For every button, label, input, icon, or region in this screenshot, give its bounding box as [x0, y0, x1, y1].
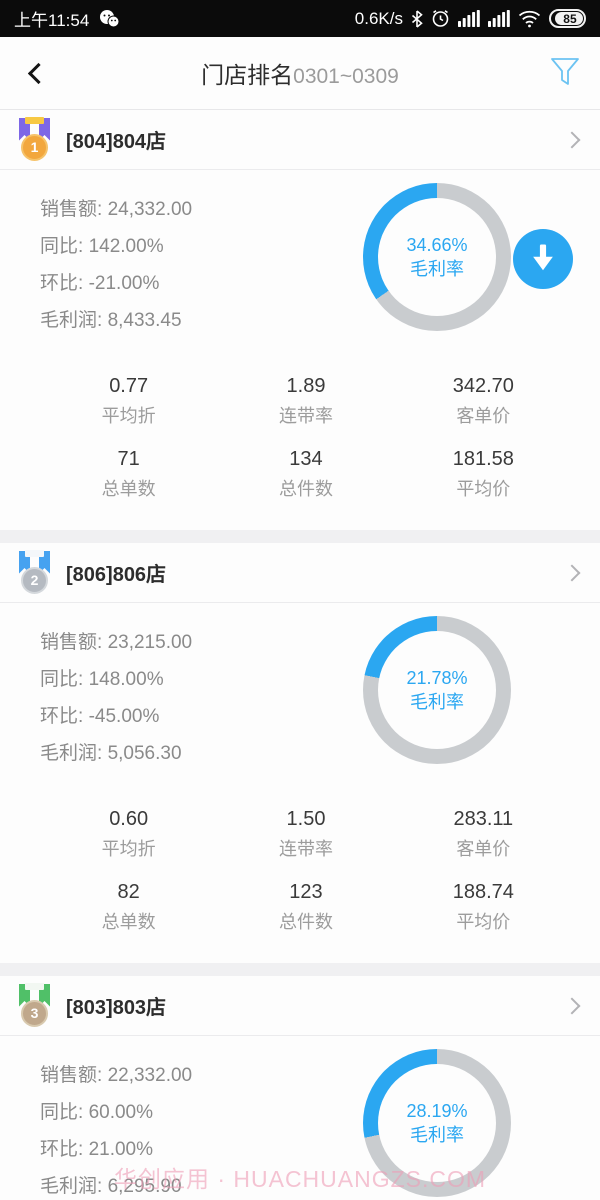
stats-grid: 0.77 平均折 1.89 连带率 342.70 客单价 71 总单数 134 总件数 1…	[0, 350, 600, 530]
row-chevron-icon[interactable]	[563, 131, 581, 148]
battery-fill	[554, 12, 583, 25]
stat-avg-ticket: 283.11 客单价	[453, 808, 514, 859]
medal-ribbon	[39, 117, 50, 141]
download-icon	[528, 242, 558, 277]
status-time: 上午11:54	[14, 11, 90, 30]
gross-margin-percent: 28.19%	[406, 1101, 468, 1121]
stats-grid: 0.60 平均折 1.50 连带率 283.11 客单价 82 总单数 123 总件数 1…	[0, 783, 600, 963]
stat-row: 0.60 平均折 1.50 连带率 283.11 客单价	[40, 803, 572, 864]
title-wrap: 门店排名0301~0309	[0, 56, 600, 90]
store-row-806[interactable]: 2 [806]806店	[0, 543, 600, 603]
back-icon	[27, 62, 49, 84]
info-line: 毛利润5,056.30	[40, 735, 192, 772]
row-chevron-icon[interactable]	[563, 564, 581, 581]
stat-row: 82 总单数 123 总件数 188.74 平均价	[40, 876, 572, 937]
store-name: [804]804店	[66, 131, 167, 153]
donut-center: 21.78% 毛利率	[378, 631, 496, 749]
stat-attach-rate: 1.89 连带率	[278, 375, 333, 426]
sales-info-list: 销售额23,215.00 同比148.00% 环比-45.00% 毛利润5,05…	[40, 624, 192, 772]
stat-row: 71 总单数 134 总件数 181.58 平均价	[40, 443, 572, 504]
card-body: 销售额23,215.00 同比148.00% 环比-45.00% 毛利润5,05…	[0, 603, 600, 783]
info-line: 环比-21.00%	[40, 265, 192, 302]
sales-info-list: 销售额24,332.00 同比142.00% 环比-21.00% 毛利润8,43…	[40, 191, 192, 339]
gross-margin-donut-chart: 21.78% 毛利率	[363, 616, 511, 764]
medal-ribbon	[19, 117, 30, 141]
store-row-804[interactable]: 1 [804]804店	[0, 110, 600, 170]
info-line: 销售额22,332.00	[40, 1057, 192, 1094]
gross-margin-label: 毛利率	[410, 259, 464, 279]
gross-margin-percent: 34.66%	[406, 235, 468, 255]
info-line: 环比-45.00%	[40, 698, 192, 735]
signal-icon	[458, 10, 480, 27]
medal-ribbon	[39, 983, 50, 1007]
wechat-icon	[98, 9, 120, 29]
rank-number: 1	[21, 133, 48, 161]
gross-margin-percent: 21.78%	[406, 668, 468, 688]
status-bar: 上午11:54 0.6K/s 85	[0, 0, 600, 37]
card-body: 销售额22,332.00 同比60.00% 环比21.00% 毛利润6,295.…	[0, 1036, 600, 1200]
info-line: 同比148.00%	[40, 661, 192, 698]
filter-icon	[550, 56, 580, 91]
stat-avg-price: 188.74 平均价	[452, 881, 514, 932]
donut-center: 34.66% 毛利率	[378, 198, 496, 316]
store-card-2: 2 [806]806店 销售额23,215.00 同比148.00% 环比-45…	[0, 543, 600, 963]
rank-number: 3	[21, 999, 48, 1027]
medal-ribbon	[19, 550, 30, 574]
battery-icon: 85	[549, 9, 586, 28]
info-line: 同比142.00%	[40, 228, 192, 265]
medal-ribbon-top	[25, 982, 44, 990]
back-button[interactable]	[20, 58, 50, 88]
download-button[interactable]	[513, 229, 573, 289]
medal-ribbon-top	[25, 116, 44, 124]
store-name: [806]806店	[66, 564, 167, 586]
info-line: 销售额24,332.00	[40, 191, 192, 228]
stat-avg-price: 181.58 平均价	[452, 448, 514, 499]
gross-margin-donut-chart: 34.66% 毛利率	[363, 183, 511, 331]
stat-total-orders: 82 总单数	[101, 881, 156, 932]
card-body: 销售额24,332.00 同比142.00% 环比-21.00% 毛利润8,43…	[0, 170, 600, 350]
stat-total-items: 123 总件数	[278, 881, 333, 932]
medal-ribbon	[39, 550, 50, 574]
info-line: 同比60.00%	[40, 1094, 192, 1131]
gross-margin-donut-chart: 28.19% 毛利率	[363, 1049, 511, 1197]
page-subtitle: 0301~0309	[293, 65, 399, 88]
medal-ribbon-top	[25, 549, 44, 557]
info-line: 环比21.00%	[40, 1131, 192, 1168]
store-card-3: 3 [803]803店 销售额22,332.00 同比60.00% 环比21.0…	[0, 976, 600, 1200]
battery-level: 85	[563, 11, 577, 26]
stat-avg-discount: 0.60 平均折	[101, 808, 156, 859]
app-header: 门店排名0301~0309	[0, 37, 600, 110]
stat-total-orders: 71 总单数	[101, 448, 156, 499]
stat-total-items: 134 总件数	[278, 448, 333, 499]
stat-attach-rate: 1.50 连带率	[278, 808, 333, 859]
store-row-803[interactable]: 3 [803]803店	[0, 976, 600, 1036]
filter-button[interactable]	[550, 56, 580, 91]
page-title: 门店排名	[201, 62, 294, 88]
sales-info-list: 销售额22,332.00 同比60.00% 环比21.00% 毛利润6,295.…	[40, 1057, 192, 1200]
rank-3-medal-icon: 3	[16, 982, 53, 1029]
alarm-icon	[431, 9, 450, 28]
rank-number: 2	[21, 566, 48, 594]
wifi-icon	[518, 10, 541, 28]
info-line: 销售额23,215.00	[40, 624, 192, 661]
store-card-1: 1 [804]804店 销售额24,332.00 同比142.00% 环比-21…	[0, 110, 600, 530]
info-line: 毛利润6,295.90	[40, 1168, 192, 1200]
row-chevron-icon[interactable]	[563, 997, 581, 1014]
rank-1-medal-icon: 1	[16, 116, 53, 163]
stat-avg-discount: 0.77 平均折	[101, 375, 156, 426]
network-speed: 0.6K/s	[354, 8, 403, 28]
gross-margin-label: 毛利率	[410, 692, 464, 712]
stat-avg-ticket: 342.70 客单价	[452, 375, 514, 426]
info-line: 毛利润8,433.45	[40, 302, 192, 339]
stat-row: 0.77 平均折 1.89 连带率 342.70 客单价	[40, 370, 572, 431]
store-name: [803]803店	[66, 997, 167, 1019]
gross-margin-label: 毛利率	[410, 1125, 464, 1145]
signal-icon-2	[488, 10, 510, 27]
rank-2-medal-icon: 2	[16, 549, 53, 596]
medal-ribbon	[19, 983, 30, 1007]
bluetooth-icon	[411, 9, 423, 28]
donut-center: 28.19% 毛利率	[378, 1064, 496, 1182]
